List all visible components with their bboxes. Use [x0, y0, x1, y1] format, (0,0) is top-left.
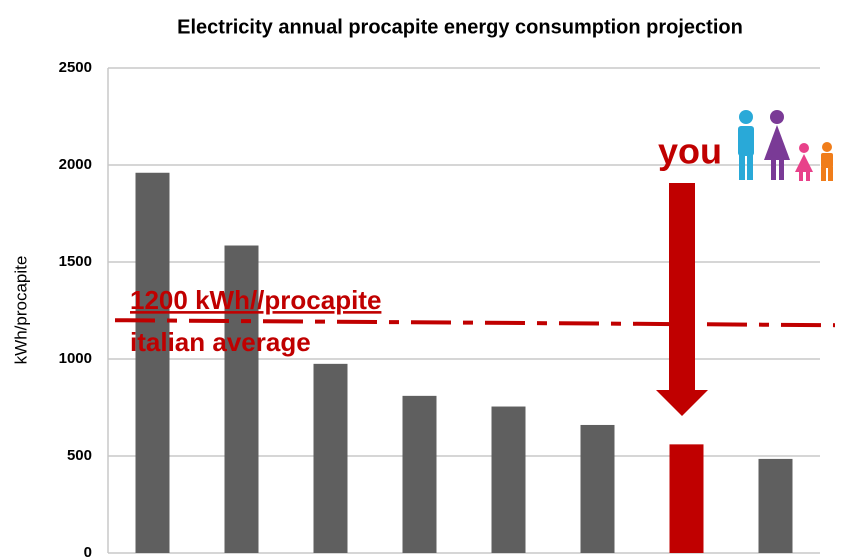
reference-sublabel: italian average	[130, 327, 311, 357]
bar	[135, 172, 170, 553]
bar	[580, 424, 615, 553]
y-tick-label: 2000	[59, 156, 92, 173]
reference-label: 1200 kWh//procapite	[130, 285, 381, 315]
bar	[313, 363, 348, 553]
y-tick-label: 500	[67, 447, 92, 464]
bar	[758, 458, 793, 553]
y-tick-label: 1500	[59, 253, 92, 270]
bar	[224, 245, 259, 553]
y-tick-label: 2500	[59, 59, 92, 76]
reference-line	[114, 318, 836, 328]
y-tick-label: 0	[84, 544, 92, 560]
you-annotation: you	[658, 131, 722, 172]
arrow	[656, 183, 708, 416]
bar	[491, 406, 526, 553]
bar	[669, 444, 704, 553]
chart-title: Electricity annual procapite energy cons…	[177, 16, 743, 38]
plot-area: 0 500 1000 1500 2000 2500 1200 kWh//procapite i…	[59, 59, 836, 560]
family-icon	[738, 110, 833, 181]
bar	[402, 395, 437, 553]
y-axis-label: kWh/procapite	[11, 256, 30, 365]
y-tick-label: 1000	[59, 350, 92, 367]
